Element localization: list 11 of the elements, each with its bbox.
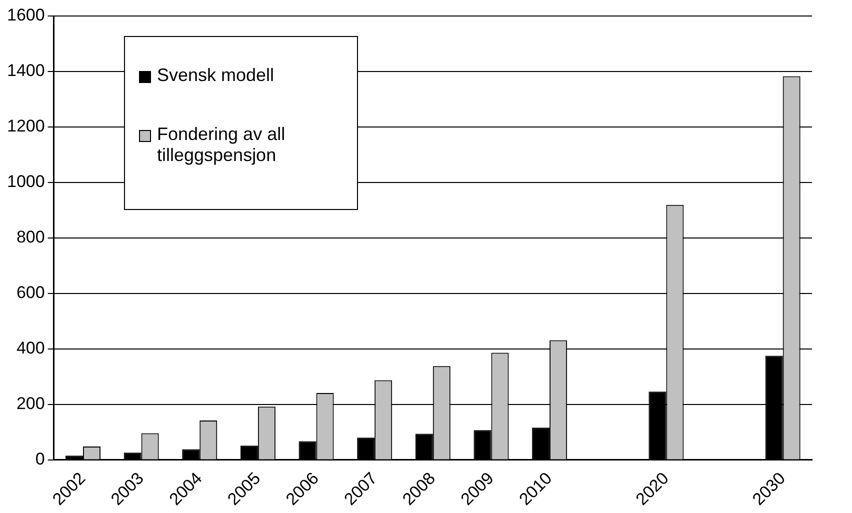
y-tick-label: 400	[16, 338, 45, 358]
y-tick-label: 200	[16, 394, 45, 414]
legend-label: Fondering av all tilleggspensjon	[157, 124, 286, 166]
y-tick-label: 1000	[6, 172, 45, 192]
y-tick-label: 0	[35, 450, 45, 469]
y-tick-label: 1400	[6, 61, 45, 80]
y-tick-label: 600	[16, 283, 45, 302]
y-tick-label: 800	[16, 228, 45, 247]
y-tick-label: 1600	[6, 6, 45, 25]
legend-label: Svensk modell	[157, 65, 274, 86]
y-tick-label: 1200	[6, 116, 45, 136]
